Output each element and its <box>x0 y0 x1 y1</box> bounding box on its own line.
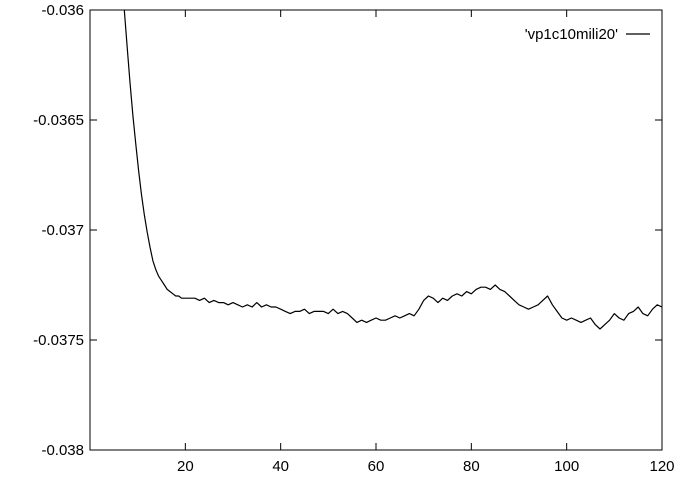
plot-area-frame <box>89 9 663 451</box>
x-tick-label: 60 <box>368 458 385 475</box>
series-group <box>123 9 663 330</box>
y-axis-ticks: -0.036 -0.0365 -0.037 -0.0375 -0.038 <box>33 2 662 459</box>
x-tick-label: 80 <box>463 458 480 475</box>
series-line <box>123 9 663 330</box>
x-tick-label: 20 <box>177 458 194 475</box>
legend-label: 'vp1c10mili20' <box>525 26 618 43</box>
y-tick-label: -0.0365 <box>33 112 84 129</box>
x-tick-label: 120 <box>649 458 674 475</box>
x-axis-ticks: 20 40 60 80 100 120 <box>177 10 675 475</box>
y-tick-label: -0.0375 <box>33 332 84 349</box>
y-tick-label: -0.038 <box>41 442 84 459</box>
y-tick-label: -0.036 <box>41 2 84 19</box>
x-tick-label: 40 <box>272 458 289 475</box>
legend: 'vp1c10mili20' <box>525 26 650 43</box>
x-tick-label: 100 <box>554 458 579 475</box>
y-tick-label: -0.037 <box>41 222 84 239</box>
